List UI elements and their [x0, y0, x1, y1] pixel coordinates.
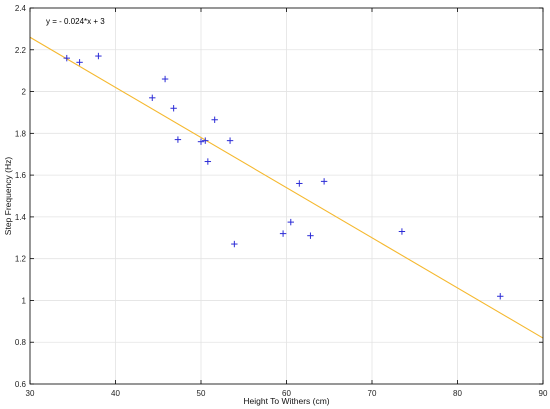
data-point — [279, 230, 287, 237]
data-point — [63, 54, 70, 62]
data-point — [231, 240, 238, 248]
data-point — [226, 137, 234, 144]
y-tick-label: 0.6 — [15, 380, 27, 389]
regression-line — [29, 36, 544, 339]
y-tick-label: 1.6 — [15, 171, 27, 180]
y-tick-label: 1.8 — [15, 129, 27, 138]
data-point — [95, 52, 102, 60]
data-point — [497, 293, 504, 300]
y-tick-label: 0.8 — [15, 338, 27, 347]
data-point — [149, 94, 156, 102]
x-axis-label: Height To Withers (cm) — [243, 396, 329, 406]
y-ticks: 0.6 0.8 1 1.2 1.4 1.6 1.8 2 2.2 2.4 — [15, 4, 543, 389]
data-points — [63, 52, 504, 300]
x-tick-label: 80 — [453, 389, 462, 398]
y-tick-label: 2.2 — [15, 46, 27, 55]
y-tick-label: 1.2 — [15, 255, 27, 264]
y-tick-label: 1.4 — [15, 213, 27, 222]
data-point — [76, 59, 83, 66]
x-tick-label: 70 — [368, 389, 377, 398]
y-tick-label: 2 — [22, 88, 27, 97]
data-point — [211, 116, 218, 123]
fit-equation-label: y = - 0.024*x + 3 — [46, 17, 105, 26]
x-tick-label: 90 — [539, 389, 548, 398]
x-tick-label: 60 — [282, 389, 291, 398]
data-point — [161, 75, 169, 83]
y-tick-label: 1 — [22, 296, 27, 305]
data-point — [174, 136, 182, 143]
data-point — [307, 232, 314, 239]
data-point — [202, 137, 209, 144]
grid-lines — [29, 7, 544, 385]
data-point — [170, 105, 177, 112]
data-point — [197, 138, 205, 145]
y-axis-label: Step Frequency (Hz) — [3, 157, 13, 236]
data-point — [204, 158, 212, 165]
data-point — [296, 180, 303, 187]
data-point — [398, 228, 406, 235]
x-tick-label: 40 — [111, 389, 120, 398]
x-tick-label: 50 — [197, 389, 206, 398]
x-ticks: 30 40 50 60 70 80 90 — [26, 8, 548, 398]
y-tick-label: 2.4 — [15, 4, 27, 13]
regression-line-group — [29, 36, 544, 339]
data-point — [287, 218, 294, 226]
data-point — [320, 178, 328, 185]
x-tick-label: 30 — [26, 389, 35, 398]
